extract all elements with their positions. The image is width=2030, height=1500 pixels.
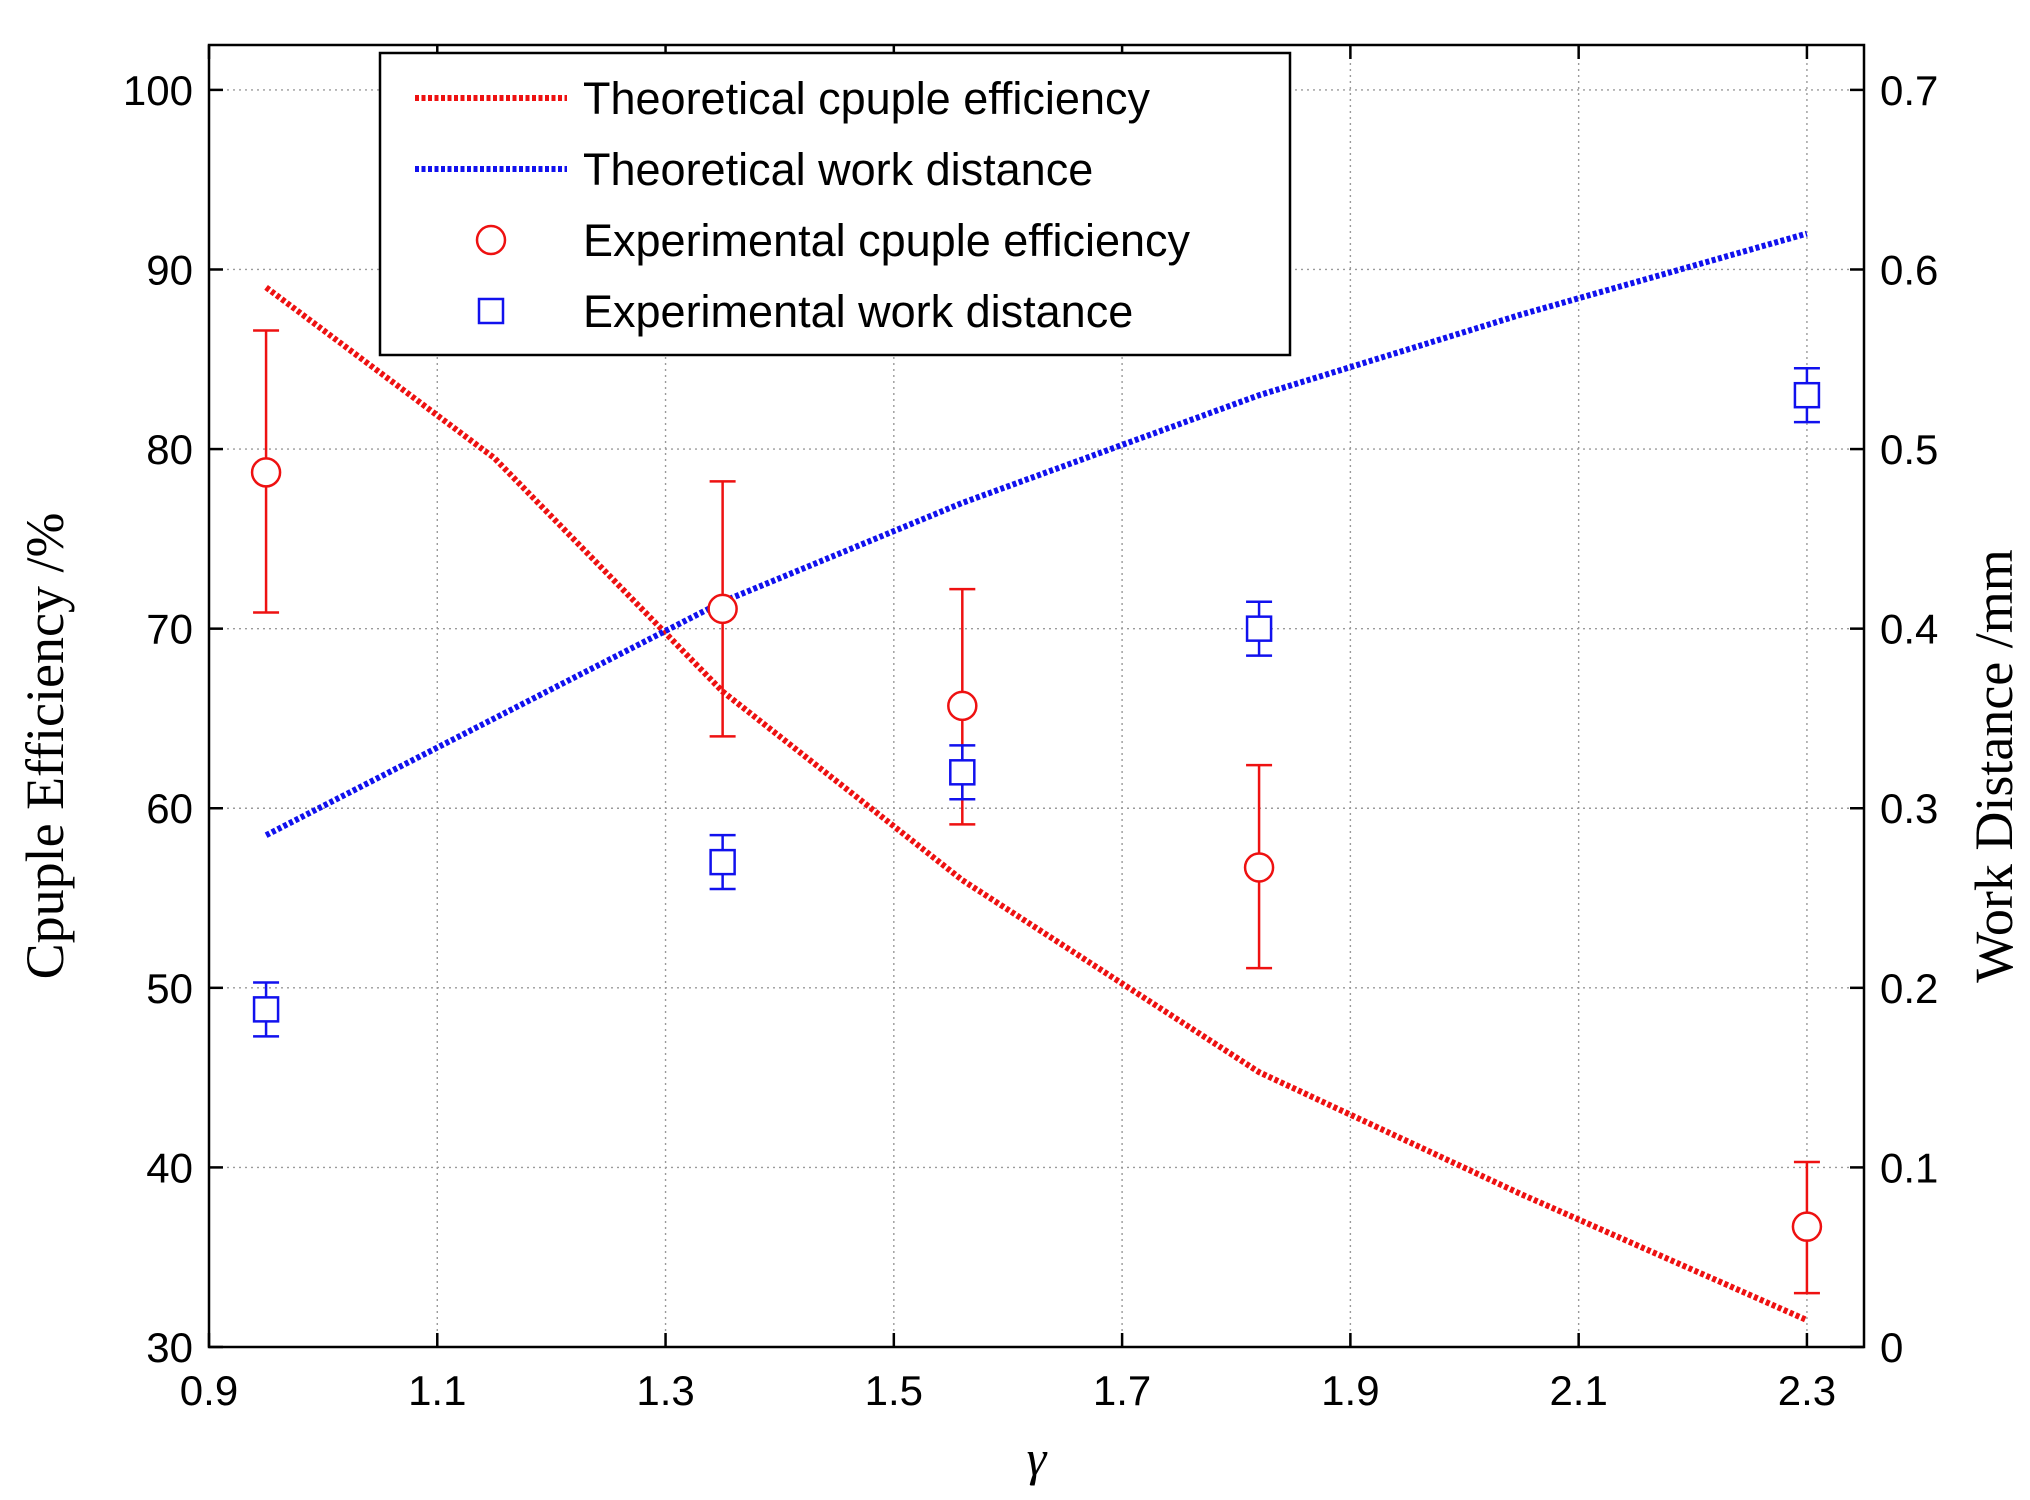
y-right-tick-label: 0.2 (1880, 965, 1938, 1012)
legend-box (378, 51, 1292, 357)
legend-label-theoretical-cpuple-efficiency: Theoretical cpuple efficiency (583, 73, 1150, 124)
y-left-tick-label: 100 (123, 67, 193, 114)
y-left-tick-label: 70 (146, 606, 193, 653)
x-tick-label: 1.3 (636, 1367, 694, 1414)
experimental-work-distance-point (252, 996, 280, 1023)
legend-label-experimental-work-distance: Experimental work distance (583, 286, 1133, 337)
y-right-tick-label: 0.3 (1880, 785, 1938, 832)
experimental-work-distance-point (709, 848, 736, 876)
y-left-tick-label: 30 (146, 1324, 193, 1371)
experimental-cpuple-efficiency-point (1791, 1211, 1823, 1242)
plot-frame (207, 43, 1866, 1349)
x-tick-label: 1.9 (1321, 1367, 1379, 1414)
y-left-tick-label: 40 (146, 1144, 193, 1191)
theoretical-work-distance-line (264, 230, 1808, 838)
experimental-work-distance-point (1793, 381, 1821, 409)
x-tick-label: 2.1 (1549, 1367, 1607, 1414)
experimental-cpuple-efficiency-point (1243, 852, 1275, 883)
legend-swatch-experimental-cpuple-efficiency (475, 224, 507, 256)
legend-label-theoretical-work-distance: Theoretical work distance (583, 144, 1093, 195)
x-tick-label: 2.3 (1778, 1367, 1836, 1414)
y-left-tick-label: 80 (146, 426, 193, 473)
legend-swatch-experimental-work-distance (477, 297, 505, 325)
x-axis-title: γ (1027, 1430, 1048, 1486)
y-right-tick-label: 0 (1880, 1324, 1903, 1371)
experimental-cpuple-efficiency-point (250, 457, 282, 488)
tick-labels: 0.9 1.1 1.3 1.5 1.7 1.9 2.1 2.3 30 40 50 60 70 80 90 10… (123, 67, 1938, 1414)
y-left-tick-label: 60 (146, 785, 193, 832)
x-tick-label: 1.1 (408, 1367, 466, 1414)
x-tick-label: 1.5 (865, 1367, 923, 1414)
theoretical-cpuple-efficiency-line (264, 284, 1809, 1323)
x-tick-label: 1.7 (1093, 1367, 1151, 1414)
y-right-tick-label: 0.4 (1880, 606, 1938, 653)
experimental-work-distance-point (949, 759, 976, 786)
y-axis-left-title: Cpuple Efficiency /% (15, 513, 75, 980)
experimental-cpuple-efficiency-point (947, 690, 978, 722)
series-layer (250, 230, 1823, 1323)
y-right-tick-label: 0.1 (1880, 1144, 1938, 1191)
experimental-cpuple-efficiency-point (707, 593, 738, 625)
y-right-tick-label: 0.7 (1880, 67, 1938, 114)
experimental-work-distance-point (1245, 615, 1273, 642)
y-right-tick-label: 0.5 (1880, 426, 1938, 473)
y-axis-right-title: Work Distance /mm (1964, 549, 2024, 983)
legend: Theoretical cpuple efficiency Theoretical… (378, 51, 1292, 357)
y-right-tick-label: 0.6 (1880, 246, 1938, 293)
legend-label-experimental-cpuple-efficiency: Experimental cpuple efficiency (583, 215, 1190, 266)
x-tick-label: 0.9 (180, 1367, 238, 1414)
y-left-tick-label: 90 (146, 246, 193, 293)
y-left-tick-label: 50 (146, 965, 193, 1012)
